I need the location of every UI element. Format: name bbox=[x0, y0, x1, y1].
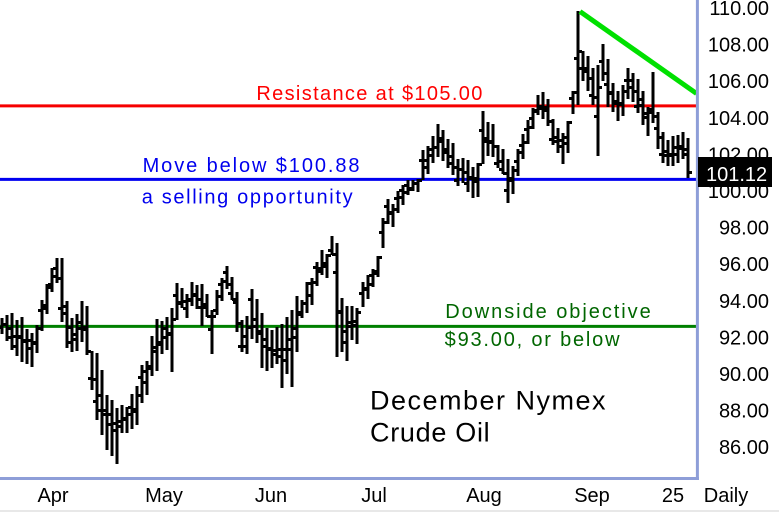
svg-text:Move below $100.88: Move below $100.88 bbox=[143, 155, 362, 177]
svg-text:106.00: 106.00 bbox=[708, 71, 769, 93]
svg-text:25: 25 bbox=[662, 485, 684, 507]
svg-text:Aug: Aug bbox=[466, 485, 502, 507]
svg-text:Sep: Sep bbox=[574, 485, 610, 507]
svg-text:Resistance at $105.00: Resistance at $105.00 bbox=[256, 83, 483, 105]
svg-text:104.00: 104.00 bbox=[708, 108, 769, 130]
svg-text:May: May bbox=[145, 485, 183, 507]
svg-text:$93.00, or below: $93.00, or below bbox=[445, 329, 622, 351]
svg-text:88.00: 88.00 bbox=[719, 401, 769, 423]
svg-text:94.00: 94.00 bbox=[719, 291, 769, 313]
svg-text:110.00: 110.00 bbox=[709, 0, 769, 20]
svg-text:Jun: Jun bbox=[255, 485, 287, 507]
svg-text:98.00: 98.00 bbox=[719, 218, 769, 240]
svg-text:92.00: 92.00 bbox=[719, 327, 769, 349]
svg-text:90.00: 90.00 bbox=[719, 364, 769, 386]
svg-text:101.12: 101.12 bbox=[706, 164, 767, 186]
svg-text:Jul: Jul bbox=[361, 485, 387, 507]
svg-text:86.00: 86.00 bbox=[719, 437, 769, 459]
svg-text:Daily: Daily bbox=[704, 485, 748, 507]
svg-text:a selling opportunity: a selling opportunity bbox=[142, 187, 355, 209]
svg-text:Apr: Apr bbox=[37, 485, 68, 507]
svg-text:96.00: 96.00 bbox=[719, 254, 769, 276]
svg-text:Crude Oil: Crude Oil bbox=[370, 418, 490, 448]
svg-text:Downside objective: Downside objective bbox=[445, 301, 652, 323]
svg-text:December Nymex: December Nymex bbox=[370, 386, 607, 416]
svg-text:108.00: 108.00 bbox=[708, 35, 769, 57]
